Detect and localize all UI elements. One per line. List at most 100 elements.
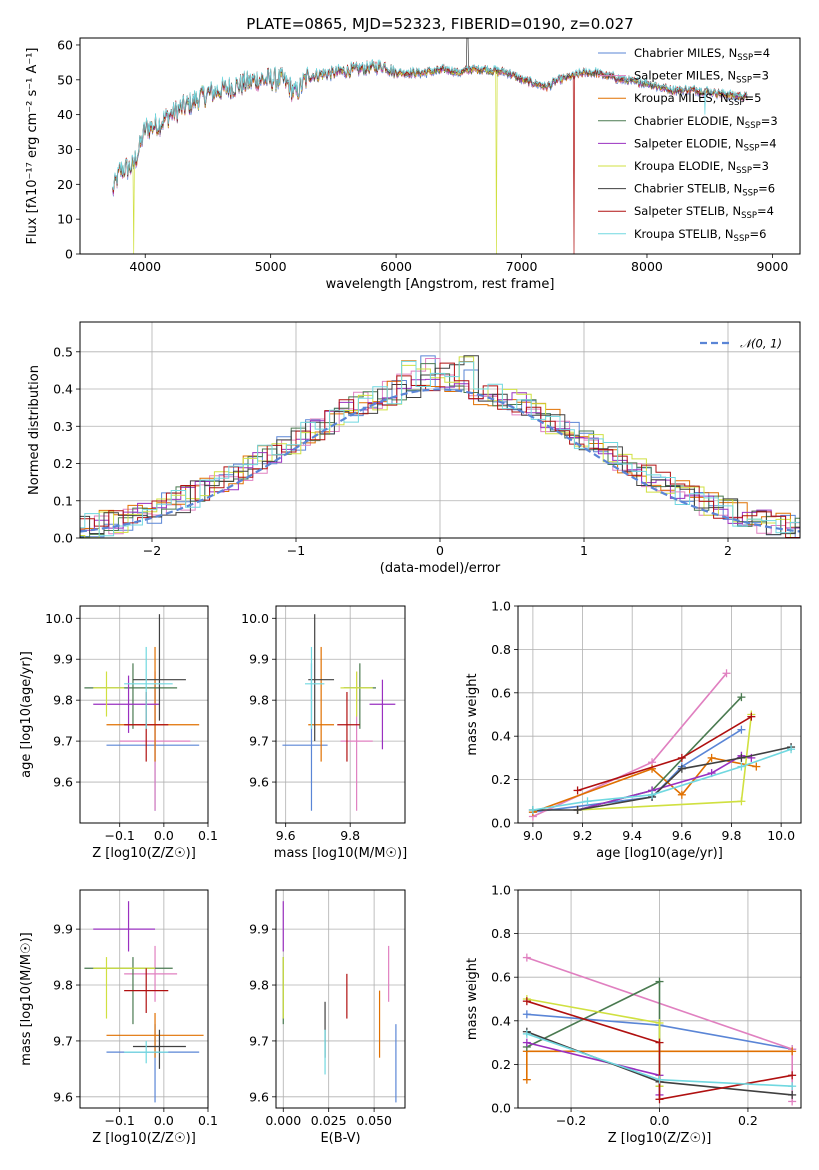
mass-weight-marker — [722, 669, 731, 678]
x-tick-label: 10.0 — [767, 828, 795, 843]
x-tick-label: 9.0 — [523, 828, 543, 843]
mass-weight-marker — [788, 1082, 797, 1091]
legend-entry: Salpeter STELIB, NSSP=4 — [634, 204, 774, 221]
spectrum-line-kroupa-stelib — [112, 59, 748, 191]
y-tick-label: 0.4 — [491, 729, 511, 744]
x-tick-label: 0.1 — [198, 828, 218, 843]
mass-weight-marker — [737, 725, 746, 734]
mass-weight-marker — [677, 753, 686, 762]
errorbar-point — [93, 901, 156, 952]
errorbar-point — [124, 945, 178, 1002]
panel-age_vs_Z: −0.1 0.0 0.1 9.6 9.7 9.8 9.9 10.0 Z [log10(Z/Z☉)… — [19, 605, 218, 861]
mass-weight-line — [526, 1050, 793, 1080]
errorbar-point — [337, 691, 360, 762]
axes-frame — [517, 605, 802, 824]
legend-entry: Chabrier MILES, NSSP=4 — [634, 46, 770, 63]
x-axis-label: Z [log10(Z/Z☉)] — [608, 1131, 712, 1146]
panel-mass_vs_Z: −0.1 0.0 0.1 9.6 9.7 9.8 9.9 Z [log10(Z/Z☉)] mas… — [19, 889, 218, 1146]
panel-mass_vs_ebv: 0.000 0.025 0.050 9.6 9.7 9.8 9.9 E(B-V) — [249, 889, 406, 1146]
mass-weight-marker — [528, 805, 537, 814]
x-tick-label: 5000 — [255, 259, 287, 274]
mass-weight-marker — [788, 1090, 797, 1099]
y-tick-label: 10.0 — [241, 611, 269, 626]
x-tick-label: 0.0 — [650, 1113, 670, 1128]
x-tick-label: −2 — [143, 543, 161, 558]
panel-massweight_vs_Z: −0.2 0.0 0.2 0.0 0.2 0.4 0.6 0.8 1.0 Z [log10(Z/Z… — [465, 883, 802, 1146]
y-tick-label: 30 — [57, 142, 73, 157]
mass-weight-marker — [655, 977, 664, 986]
errorbar-point — [124, 1040, 169, 1064]
x-tick-label: 4000 — [129, 259, 161, 274]
panel-massweight_vs_age: 9.0 9.2 9.4 9.6 9.8 10.0 0.0 0.2 0.4 0.6 0.8 1.0 age… — [465, 599, 802, 861]
y-tick-label: 0.0 — [53, 531, 73, 546]
mass-weight-line — [526, 1041, 661, 1095]
histogram-chabrier-stelib — [80, 355, 800, 536]
errorbar-point — [132, 1029, 186, 1069]
x-tick-label: 1 — [580, 543, 588, 558]
x-axis-label: Z [log10(Z/Z☉)] — [92, 1131, 196, 1146]
x-tick-label: 7000 — [506, 259, 538, 274]
mass-weight-marker — [522, 1075, 531, 1084]
y-tick-label: 0.6 — [491, 685, 511, 700]
legend-entry: Kroupa MILES, NSSP=5 — [634, 91, 761, 108]
y-axis-label: Flux [fλ10⁻¹⁷ erg cm⁻² s⁻¹ A⁻¹] — [25, 48, 40, 245]
mass-weight-marker — [648, 790, 657, 799]
x-tick-label: 8000 — [631, 259, 663, 274]
mass-weight-line — [532, 746, 792, 811]
y-tick-label: 0.8 — [491, 926, 511, 941]
x-axis-label: mass [log10(M/M☉)] — [274, 846, 407, 861]
y-tick-label: 0.0 — [491, 1101, 511, 1116]
x-tick-label: −1 — [287, 543, 305, 558]
x-tick-label: 9.4 — [622, 828, 642, 843]
mass-weight-marker — [522, 1038, 531, 1047]
axes-frame — [79, 321, 801, 539]
y-tick-label: 9.9 — [53, 652, 73, 667]
x-tick-label: 9.8 — [722, 828, 742, 843]
y-axis-label: mass weight — [465, 958, 480, 1040]
errorbar-point — [93, 957, 156, 1019]
errorbar-point — [93, 675, 160, 733]
plot-area — [528, 669, 796, 821]
plot-area — [282, 614, 396, 811]
errorbar-point — [308, 614, 335, 742]
x-tick-label: 9.2 — [573, 828, 593, 843]
x-tick-label: −0.2 — [556, 1113, 586, 1128]
x-tick-label: 9.8 — [340, 828, 360, 843]
panel-spectrum: 4000 5000 6000 7000 8000 9000 0 10 20 30 40 50 60 wav… — [25, 37, 801, 292]
y-axis-label: mass [log10(M/M☉)] — [19, 932, 34, 1065]
y-tick-label: 20 — [57, 177, 73, 192]
y-tick-label: 0.2 — [491, 772, 511, 787]
y-tick-label: 60 — [57, 37, 73, 52]
legend-entry: 𝒩(0, 1) — [740, 337, 782, 351]
errorbar-point — [106, 1012, 204, 1058]
y-tick-label: 0.1 — [53, 493, 73, 508]
mass-weight-marker — [655, 1038, 664, 1047]
x-tick-label: 9000 — [756, 259, 788, 274]
x-tick-label: 0.2 — [738, 1113, 758, 1128]
y-tick-label: 9.6 — [249, 1089, 269, 1104]
mass-weight-marker — [788, 1047, 797, 1056]
x-tick-label: −0.1 — [105, 1113, 135, 1128]
y-tick-label: 1.0 — [491, 599, 511, 614]
y-tick-label: 10 — [57, 212, 73, 227]
x-tick-label: 0 — [436, 543, 444, 558]
axes-frame — [79, 37, 801, 255]
mass-weight-marker — [737, 753, 746, 762]
x-tick-label: 9.6 — [276, 828, 296, 843]
x-tick-label: 0.000 — [265, 1113, 301, 1128]
mass-weight-marker — [522, 953, 531, 962]
plot-area — [282, 901, 397, 1103]
y-tick-label: 0.8 — [491, 642, 511, 657]
mass-weight-marker — [522, 1029, 531, 1038]
y-tick-label: 9.6 — [53, 775, 73, 790]
x-tick-label: 6000 — [380, 259, 412, 274]
y-tick-label: 1.0 — [491, 883, 511, 898]
y-tick-label: 9.6 — [249, 775, 269, 790]
figure-title: PLATE=0865, MJD=52323, FIBERID=0190, z=0… — [246, 15, 633, 33]
y-tick-label: 0.6 — [491, 970, 511, 985]
x-tick-label: 0.050 — [356, 1113, 392, 1128]
y-tick-label: 10.0 — [45, 611, 73, 626]
y-tick-label: 9.7 — [53, 734, 73, 749]
x-axis-label: E(B-V) — [320, 1131, 360, 1146]
